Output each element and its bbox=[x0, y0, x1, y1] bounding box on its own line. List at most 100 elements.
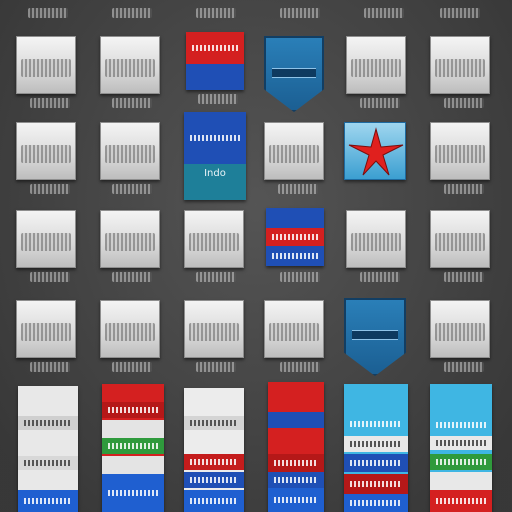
shield-icon[interactable] bbox=[264, 36, 324, 112]
striped-tile[interactable] bbox=[184, 388, 244, 512]
tile-mark bbox=[351, 233, 401, 251]
striped-tile[interactable] bbox=[102, 384, 164, 512]
flag-stripe bbox=[184, 472, 244, 488]
shield-band bbox=[272, 68, 316, 78]
tile-caption bbox=[196, 362, 236, 372]
white-tile[interactable] bbox=[16, 36, 76, 94]
white-tile[interactable] bbox=[184, 300, 244, 358]
white-tile[interactable] bbox=[100, 122, 160, 180]
cross-glyph bbox=[348, 127, 404, 176]
tile-mark bbox=[189, 323, 239, 341]
tile-caption bbox=[444, 98, 484, 108]
white-tile[interactable] bbox=[100, 210, 160, 268]
tile-mark bbox=[21, 233, 71, 251]
tile-caption bbox=[360, 98, 400, 108]
indo-tile[interactable]: Indo bbox=[184, 112, 246, 200]
flag-stripe bbox=[186, 32, 244, 64]
flag-stripe bbox=[344, 494, 408, 512]
flag-stripe bbox=[268, 488, 324, 512]
tile-mark bbox=[269, 145, 319, 163]
tile-caption bbox=[196, 272, 236, 282]
flag-stripe bbox=[186, 64, 244, 90]
tile-caption bbox=[364, 8, 404, 18]
tile-mark bbox=[21, 145, 71, 163]
tile-mark bbox=[435, 145, 485, 163]
flag-stripe bbox=[184, 164, 246, 200]
tile-mark bbox=[105, 145, 155, 163]
red-blue-flag-tile[interactable] bbox=[186, 32, 244, 90]
flag-stripe bbox=[102, 456, 164, 474]
flag-stripe bbox=[430, 490, 492, 512]
tile-mark bbox=[105, 323, 155, 341]
flag-stripe bbox=[18, 456, 78, 470]
shield-icon[interactable] bbox=[344, 298, 406, 376]
flag-stripe bbox=[102, 420, 164, 438]
white-tile[interactable] bbox=[430, 300, 490, 358]
tile-mark bbox=[269, 323, 319, 341]
tile-caption bbox=[30, 98, 70, 108]
tile-caption bbox=[360, 272, 400, 282]
tile-mark bbox=[105, 59, 155, 77]
tile-mark bbox=[435, 233, 485, 251]
flag-stripe bbox=[18, 416, 78, 430]
airplane-cross-icon[interactable] bbox=[344, 122, 406, 180]
tile-mark bbox=[189, 233, 239, 251]
tile-caption bbox=[444, 362, 484, 372]
flag-stripe bbox=[344, 454, 408, 472]
flag-stripe bbox=[268, 412, 324, 428]
flag-stripe bbox=[184, 490, 244, 512]
tile-caption bbox=[30, 184, 70, 194]
white-tile[interactable] bbox=[430, 210, 490, 268]
tile-caption bbox=[278, 184, 318, 194]
flag-stripe bbox=[102, 438, 164, 454]
tile-mark bbox=[435, 59, 485, 77]
white-tile[interactable] bbox=[16, 122, 76, 180]
flag-stripe bbox=[430, 454, 492, 470]
tile-caption bbox=[112, 98, 152, 108]
white-tile[interactable] bbox=[346, 36, 406, 94]
tile-caption bbox=[280, 272, 320, 282]
tile-caption bbox=[444, 272, 484, 282]
flag-stripe bbox=[266, 228, 324, 246]
white-tile[interactable] bbox=[346, 210, 406, 268]
tile-caption bbox=[440, 8, 480, 18]
white-tile[interactable] bbox=[430, 36, 490, 94]
flag-stripe bbox=[184, 416, 244, 430]
indo-label: Indo bbox=[204, 168, 226, 179]
tile-mark bbox=[351, 59, 401, 77]
white-tile[interactable] bbox=[184, 210, 244, 268]
flag-stripe bbox=[268, 430, 324, 454]
tile-caption bbox=[28, 8, 68, 18]
flag-stripe bbox=[430, 416, 492, 434]
white-tile[interactable] bbox=[264, 122, 324, 180]
white-tile[interactable] bbox=[16, 300, 76, 358]
white-tile[interactable] bbox=[100, 300, 160, 358]
striped-tile[interactable] bbox=[18, 386, 78, 512]
tile-mark bbox=[435, 323, 485, 341]
flag-stripe bbox=[102, 474, 164, 512]
flag-stripe bbox=[344, 474, 408, 494]
flag-stripe bbox=[344, 416, 408, 432]
tile-caption bbox=[30, 362, 70, 372]
flag-stripe bbox=[184, 112, 246, 164]
white-tile[interactable] bbox=[264, 300, 324, 358]
tile-caption bbox=[280, 8, 320, 18]
flag-stripe bbox=[102, 402, 164, 418]
white-tile[interactable] bbox=[430, 122, 490, 180]
tile-mark bbox=[21, 59, 71, 77]
flag-stripe bbox=[344, 436, 408, 452]
tile-caption bbox=[444, 184, 484, 194]
shield-band bbox=[352, 330, 398, 340]
flag-stripe bbox=[430, 436, 492, 450]
tile-caption bbox=[30, 272, 70, 282]
striped-tile[interactable] bbox=[430, 384, 492, 512]
striped-tile[interactable] bbox=[268, 382, 324, 512]
white-tile[interactable] bbox=[100, 36, 160, 94]
tile-caption bbox=[112, 184, 152, 194]
tile-caption bbox=[198, 94, 238, 104]
flag-stripe bbox=[268, 472, 324, 488]
striped-tile[interactable] bbox=[344, 384, 408, 512]
white-tile[interactable] bbox=[16, 210, 76, 268]
tricolor-flag-tile[interactable] bbox=[266, 208, 324, 266]
